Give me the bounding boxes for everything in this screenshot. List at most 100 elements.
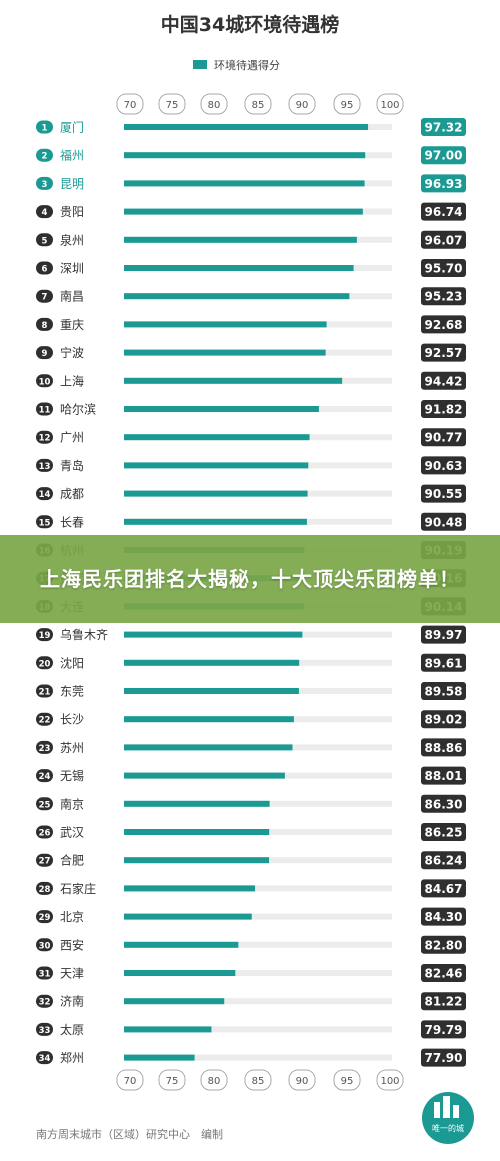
bar [124,688,299,694]
x-bottom-tick-pill [116,1069,144,1091]
rank-number: 30 [39,941,51,951]
bar [124,321,327,328]
bar [124,349,326,356]
bar [124,377,343,384]
x-bottom-tick-pill [200,1069,228,1091]
city-label: 石家庄 [60,881,96,896]
city-label: 哈尔滨 [60,402,96,417]
x-top-tick-pill [244,93,272,115]
value-badge [421,907,466,926]
value-badge [421,512,466,531]
x-axis-top: 70 75 80 85 90 95 100 [116,93,404,115]
bar [124,406,319,412]
value-label: 86.30 [425,797,463,811]
city-label: 长沙 [60,713,84,727]
bar [124,941,239,948]
rank-badge [36,881,53,895]
x-bottom-tick-label: 90 [296,1076,309,1087]
city-label: 长春 [60,515,84,529]
rank-number: 23 [39,744,51,754]
bar [124,857,270,864]
city-label: 天津 [60,967,84,981]
source-note: 南方周末城市（区域）研究中心 编制 [36,1127,223,1141]
rank-number: 8 [42,321,48,331]
rank-badge [36,769,53,783]
rank-badge [36,910,53,924]
x-bottom-tick-pill [376,1069,404,1091]
x-top-tick-label: 95 [341,100,354,111]
rank-badge [36,346,53,360]
value-badge [421,428,466,447]
city-label: 福州 [60,148,84,163]
x-bottom-tick-pill [288,1069,316,1091]
bar [124,659,300,666]
bar [124,490,308,497]
bar [124,293,350,300]
x-bottom-tick-pill [333,1069,361,1091]
city-label: 南昌 [60,289,84,304]
rank-badge [36,628,53,642]
rank-number: 33 [39,1026,51,1036]
bar-track [124,1054,392,1061]
value-badge [421,343,466,362]
value-label: 89.02 [425,713,463,727]
headline-banner: 上海民乐团排名大揭秘，十大顶尖乐团榜单！ [0,535,500,623]
legend-label: 环境待遇得分 [214,58,280,72]
rank-number: 5 [42,236,48,246]
bar [124,1054,195,1061]
bar [124,236,357,243]
value-badge [421,823,466,841]
bar [124,800,270,807]
city-label: 郑州 [60,1050,84,1065]
bar [124,716,294,723]
value-badge [421,625,466,644]
rank-number: 19 [39,631,51,641]
rank-number: 1 [42,124,48,134]
city-label: 昆明 [60,177,84,191]
rank-number: 6 [42,265,48,275]
bar [124,208,363,215]
city-label: 沈阳 [60,655,84,670]
value-label: 90.77 [425,431,463,445]
value-label: 82.80 [425,938,463,952]
bar [124,180,365,187]
x-top-tick-pill [376,93,404,115]
rank-number: 29 [39,913,51,923]
rank-badge [36,402,53,416]
rank-number: 32 [39,998,51,1008]
rank-badge [36,656,53,670]
city-label: 宁波 [60,345,84,360]
city-label: 泉州 [60,233,84,247]
bar [124,970,236,976]
city-label: 上海 [60,373,84,388]
value-label: 88.01 [425,769,463,783]
value-badge [421,935,466,954]
value-badge [421,851,466,870]
rank-number: 9 [42,349,48,359]
bar-track [124,970,392,976]
bar-track [124,998,392,1005]
bar [124,744,293,751]
value-label: 96.74 [425,205,463,219]
value-badge [421,174,466,193]
city-label: 重庆 [60,318,84,332]
value-label: 89.61 [425,656,463,670]
value-badge [421,456,466,475]
x-top-tick-label: 100 [380,100,399,111]
value-badge [421,259,466,277]
bar-track [124,913,392,920]
bar-track [124,885,392,892]
value-label: 91.82 [425,403,463,417]
value-badge [421,992,466,1011]
bar-rows: 1 厦门 97.32 2 福州 97.00 3 昆明 96.93 4 贵阳 96.74 5 泉州 96.07… [36,118,466,1067]
rank-badge [36,740,53,754]
rank-badge [36,233,53,247]
value-badge [421,653,466,672]
rank-number: 20 [39,659,51,669]
rank-number: 2 [42,152,48,162]
rank-badge [36,1051,53,1065]
rank-number: 11 [39,406,51,416]
bar [124,998,225,1005]
value-badge [421,118,466,136]
rank-number: 3 [42,180,48,190]
